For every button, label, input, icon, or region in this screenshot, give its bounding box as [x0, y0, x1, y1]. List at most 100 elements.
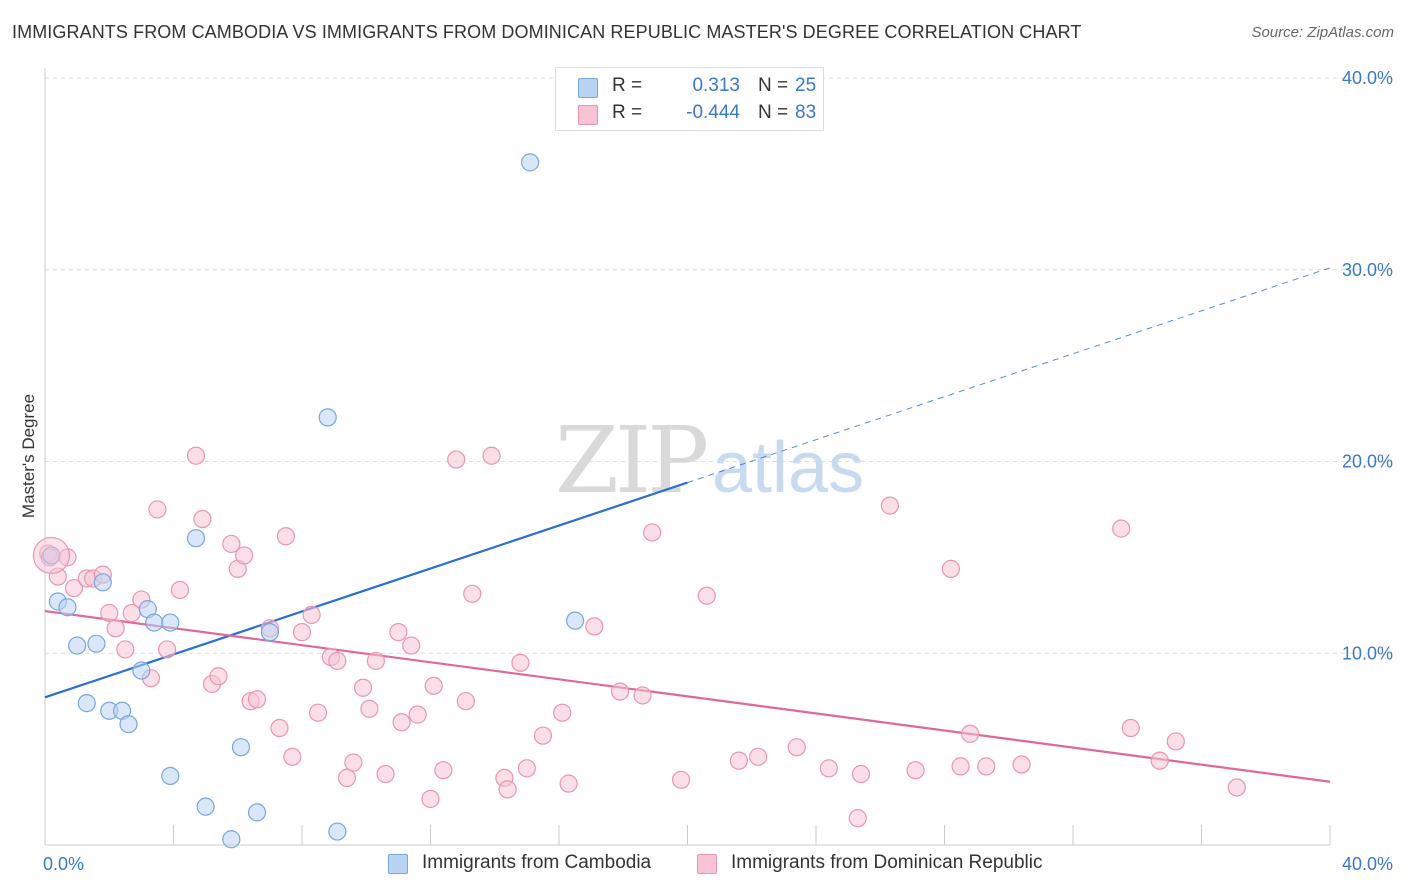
legend-r-value: 0.313 [692, 75, 740, 96]
point-dominican [276, 527, 296, 546]
point-dominican [302, 605, 321, 625]
point-dominican [848, 809, 867, 828]
point-dominican [559, 774, 578, 793]
tick-labels: 10.0% 20.0% 30.0% 40.0% 0.0% 40.0% [43, 68, 1393, 874]
point-dominican [186, 446, 206, 465]
bottom-legend-swatch-pink [697, 854, 717, 874]
point-cambodia [222, 830, 241, 849]
point-cambodia [77, 694, 96, 713]
legend-r-label: R = [612, 102, 643, 123]
watermark: ZIP atlas [555, 407, 864, 514]
point-dominican [463, 584, 482, 603]
point-dominican [434, 761, 453, 780]
point-dominican [328, 651, 347, 671]
point-dominican [402, 636, 421, 655]
point-dominican [1166, 732, 1185, 751]
trend-line-cambodia [44, 481, 688, 699]
point-cambodia [68, 636, 87, 655]
point-dominican [553, 703, 572, 722]
bottom-legend-swatch-blue [388, 854, 408, 874]
point-cambodia [328, 822, 347, 841]
point-cambodia [58, 598, 77, 617]
point-dominican [941, 559, 961, 578]
point-dominican [392, 713, 411, 732]
point-dominican [283, 747, 302, 766]
point-dominican [610, 682, 630, 701]
point-dominican [961, 724, 980, 743]
point-cambodia [161, 613, 180, 632]
trend-line-dominican [44, 609, 1331, 783]
point-dominican [819, 759, 838, 778]
point-dominican [671, 770, 691, 789]
y-tick-label: 20.0% [1342, 452, 1393, 472]
point-cambodia [196, 797, 215, 816]
point-dominican [729, 751, 749, 770]
legend-r-label: R = [612, 75, 643, 96]
point-cambodia [520, 153, 540, 172]
y-tick-label: 30.0% [1342, 260, 1393, 280]
point-dominican [64, 578, 84, 598]
point-dominican [193, 509, 212, 529]
point-dominican [456, 692, 475, 711]
point-dominican [353, 678, 373, 697]
point-dominican [482, 446, 501, 465]
point-dominican [148, 500, 167, 519]
point-dominican [533, 726, 553, 745]
watermark-atlas: atlas [712, 428, 864, 508]
point-dominican [517, 759, 536, 778]
gridlines [45, 77, 1392, 654]
point-dominican [292, 623, 312, 642]
point-dominican [697, 586, 716, 605]
legend-n-value: 25 [795, 75, 817, 96]
chart-title: IMMIGRANTS FROM CAMBODIA VS IMMIGRANTS F… [12, 22, 1082, 42]
point-cambodia [87, 634, 106, 653]
point-cambodia [161, 766, 180, 786]
point-dominican [270, 718, 289, 738]
point-dominican [851, 764, 871, 784]
point-dominican [1227, 778, 1246, 797]
point-dominican [344, 753, 363, 772]
y-tick-label: 40.0% [1342, 68, 1393, 88]
point-dominican [421, 789, 440, 809]
legend-r-value: -0.444 [686, 102, 740, 123]
point-dominican [633, 686, 652, 705]
trend-lines [44, 267, 1331, 783]
point-dominican [749, 747, 768, 766]
point-cambodia [119, 715, 138, 734]
source-label: Source: ZipAtlas.com [1251, 24, 1394, 41]
point-dominican [951, 757, 970, 776]
point-dominican [235, 546, 254, 565]
point-cambodia [186, 529, 206, 548]
stats-legend: R = 0.313 N = 25 R = -0.444 N = 83 [555, 67, 824, 131]
point-dominican [447, 450, 466, 469]
point-dominican [1012, 755, 1031, 774]
point-dominican [222, 534, 241, 554]
point-cambodia [260, 623, 279, 642]
point-dominican [308, 703, 328, 722]
x-tick-label: 40.0% [1342, 854, 1393, 874]
point-dominican [787, 738, 806, 757]
bottom-legend-label: Immigrants from Cambodia [422, 852, 652, 873]
point-cambodia [318, 408, 337, 427]
point-cambodia [145, 613, 164, 632]
point-dominican [977, 757, 996, 776]
legend-n-value: 83 [795, 102, 817, 123]
point-cambodia [247, 803, 267, 822]
y-tick-label: 10.0% [1342, 643, 1393, 663]
legend-n-label: N = [758, 75, 789, 96]
point-dominican [1112, 519, 1131, 538]
point-dominican [880, 496, 899, 515]
x-tick-label: 0.0% [43, 854, 84, 874]
trend-line-cambodia-extension [687, 267, 1331, 484]
point-dominican [360, 699, 379, 718]
point-dominican [116, 640, 135, 659]
point-dominican [1121, 718, 1140, 738]
point-dominican [337, 768, 357, 787]
point-dominican [106, 619, 125, 638]
point-dominican [157, 640, 177, 659]
point-dominican [498, 780, 517, 799]
point-dominican [100, 603, 119, 623]
point-dominican [389, 623, 408, 642]
legend-n-label: N = [758, 102, 789, 123]
